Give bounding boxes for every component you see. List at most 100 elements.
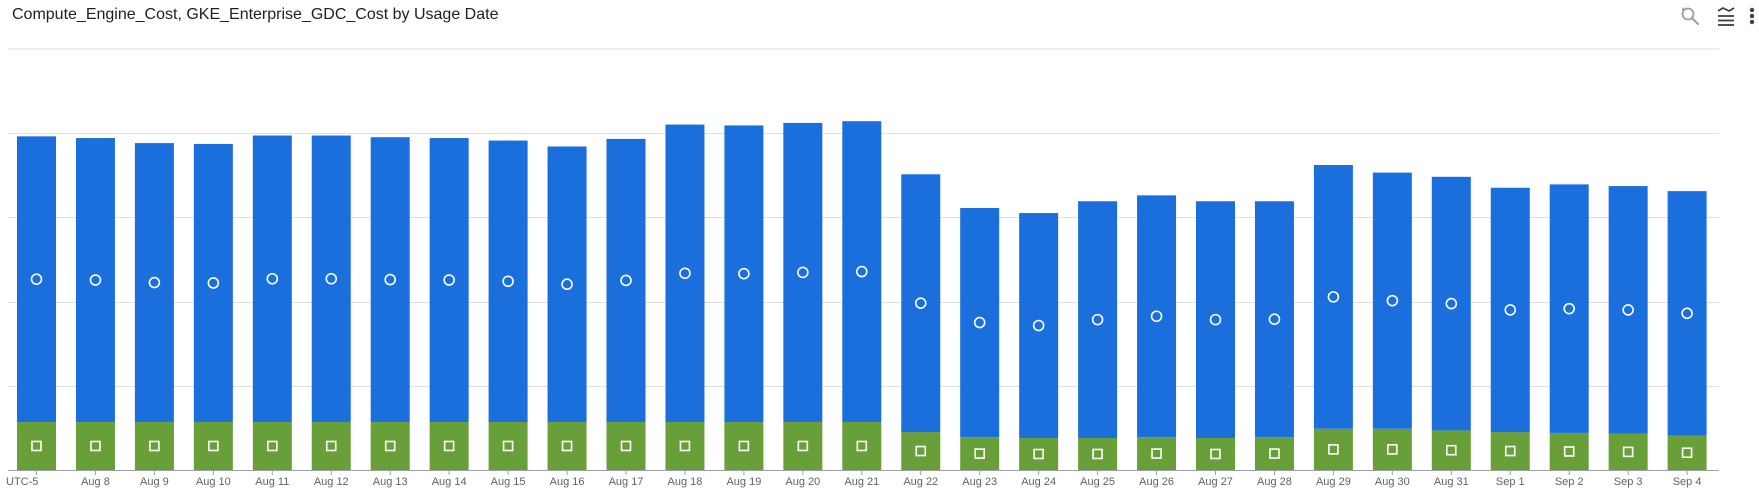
bar-segment-gke[interactable] [252, 421, 292, 470]
more-vert-icon[interactable] [1745, 3, 1759, 29]
zoom-reset-icon[interactable] [1677, 3, 1703, 29]
x-tick-label: Aug 19 [726, 476, 761, 488]
bar-segment-gke[interactable] [1313, 428, 1353, 470]
marker-square [1622, 446, 1634, 458]
bar-segment-compute[interactable] [1372, 172, 1412, 429]
bar-segment-compute[interactable] [134, 143, 174, 422]
bar-segment-gke[interactable] [842, 421, 882, 470]
bar-segment-gke[interactable] [370, 421, 410, 470]
marker-square [208, 440, 219, 452]
bar-segment-compute[interactable] [370, 137, 410, 422]
bar-segment-compute[interactable] [1667, 191, 1707, 436]
marker-square [679, 440, 691, 452]
bar-segment-compute[interactable] [17, 136, 56, 422]
bar-segment-compute[interactable] [1608, 186, 1648, 434]
bar-segment-compute[interactable] [1196, 201, 1235, 438]
x-tick-label: Aug 9 [140, 476, 169, 488]
x-tick-label: Aug 23 [962, 476, 997, 488]
bar-segment-gke[interactable] [429, 421, 469, 470]
marker-circle [443, 274, 455, 286]
marker-square [1210, 448, 1221, 460]
bar-segment-gke[interactable] [960, 437, 1000, 470]
bar-segment-compute[interactable] [1019, 213, 1059, 438]
bar-segment-compute[interactable] [252, 135, 292, 422]
bar-segment-compute[interactable] [842, 121, 882, 422]
bar-segment-compute[interactable] [606, 138, 646, 422]
marker-square [266, 440, 278, 452]
bar-segment-compute[interactable] [1549, 184, 1589, 433]
legend-icon[interactable] [1713, 3, 1739, 29]
bar-segment-gke[interactable] [1078, 437, 1118, 470]
bar-segment-compute[interactable] [665, 124, 705, 422]
marker-square [1681, 447, 1693, 459]
x-tick-label: Aug 24 [1021, 476, 1056, 488]
bar-segment-gke[interactable] [311, 421, 351, 470]
bar-segment-gke[interactable] [193, 421, 233, 470]
bar-segment-gke[interactable] [1549, 432, 1589, 470]
marker-circle [1091, 313, 1104, 326]
bar-segment-compute[interactable] [1490, 187, 1530, 433]
marker-circle [1268, 313, 1281, 325]
chart-title: Compute_Engine_Cost, GKE_Enterprise_GDC_… [12, 6, 499, 23]
bar-segment-gke[interactable] [1372, 428, 1412, 470]
bar-segment-gke[interactable] [783, 421, 823, 470]
bar-segment-gke[interactable] [1667, 435, 1707, 470]
bar-segment-compute[interactable] [75, 138, 115, 422]
marker-circle [1327, 291, 1340, 303]
bar-segment-compute[interactable] [1313, 165, 1353, 429]
x-tick-label: Aug 13 [373, 476, 408, 488]
bar-segment-gke[interactable] [547, 421, 587, 470]
bar-segment-gke[interactable] [488, 421, 528, 470]
x-tick-label: Aug 31 [1434, 476, 1469, 488]
marker-square [1387, 444, 1398, 455]
bar-segment-gke[interactable] [75, 421, 115, 470]
x-tick-label: Aug 30 [1375, 476, 1410, 488]
chart-toolbar [1667, 3, 1759, 29]
bar-series [17, 121, 1707, 470]
bar-segment-compute[interactable] [1078, 201, 1118, 438]
bar-segment-gke[interactable] [17, 421, 56, 470]
x-tick-label: Aug 25 [1080, 476, 1115, 488]
bar-segment-compute[interactable] [1254, 201, 1294, 438]
marker-circle [1622, 304, 1634, 316]
bar-segment-compute[interactable] [311, 135, 351, 422]
marker-square [620, 440, 632, 452]
marker-circle [30, 273, 43, 285]
bar-segment-gke[interactable] [1019, 437, 1059, 470]
bar-segment-gke[interactable] [1490, 432, 1530, 470]
bar-segment-compute[interactable] [783, 122, 823, 422]
marker-circle [384, 273, 397, 286]
bar-segment-gke[interactable] [1431, 430, 1471, 470]
bar-segment-compute[interactable] [1137, 195, 1177, 438]
bar-segment-compute[interactable] [1431, 176, 1471, 431]
x-tick-label: Aug 26 [1139, 476, 1174, 488]
marker-circle [1445, 297, 1458, 310]
bar-segment-compute[interactable] [193, 143, 233, 422]
bar-segment-gke[interactable] [724, 421, 764, 470]
bar-segment-compute[interactable] [724, 125, 764, 422]
bar-segment-gke[interactable] [1137, 437, 1177, 470]
marker-square [1504, 445, 1516, 457]
bar-segment-gke[interactable] [606, 421, 646, 470]
bar-segment-gke[interactable] [1608, 433, 1648, 470]
bar-segment-compute[interactable] [547, 146, 587, 422]
marker-circle [1209, 313, 1222, 326]
bar-segment-gke[interactable] [1196, 437, 1235, 470]
bar-segment-compute[interactable] [429, 138, 469, 422]
bar-segment-gke[interactable] [901, 432, 941, 470]
x-tick-label: Aug 27 [1198, 476, 1233, 488]
bar-segment-gke[interactable] [134, 421, 174, 470]
bar-segment-gke[interactable] [1254, 437, 1294, 470]
x-tick-label: Aug 11 [255, 476, 289, 488]
marker-square [31, 440, 42, 452]
marker-square [1446, 444, 1457, 456]
x-tick-label: Aug 20 [785, 476, 820, 488]
marker-circle [325, 272, 338, 285]
marker-square [797, 440, 809, 452]
bar-segment-compute[interactable] [960, 207, 1000, 438]
bar-segment-compute[interactable] [901, 174, 941, 433]
marker-square [502, 440, 514, 452]
bar-segment-gke[interactable] [665, 421, 705, 470]
marker-circle [855, 265, 868, 278]
bar-segment-compute[interactable] [488, 140, 528, 422]
